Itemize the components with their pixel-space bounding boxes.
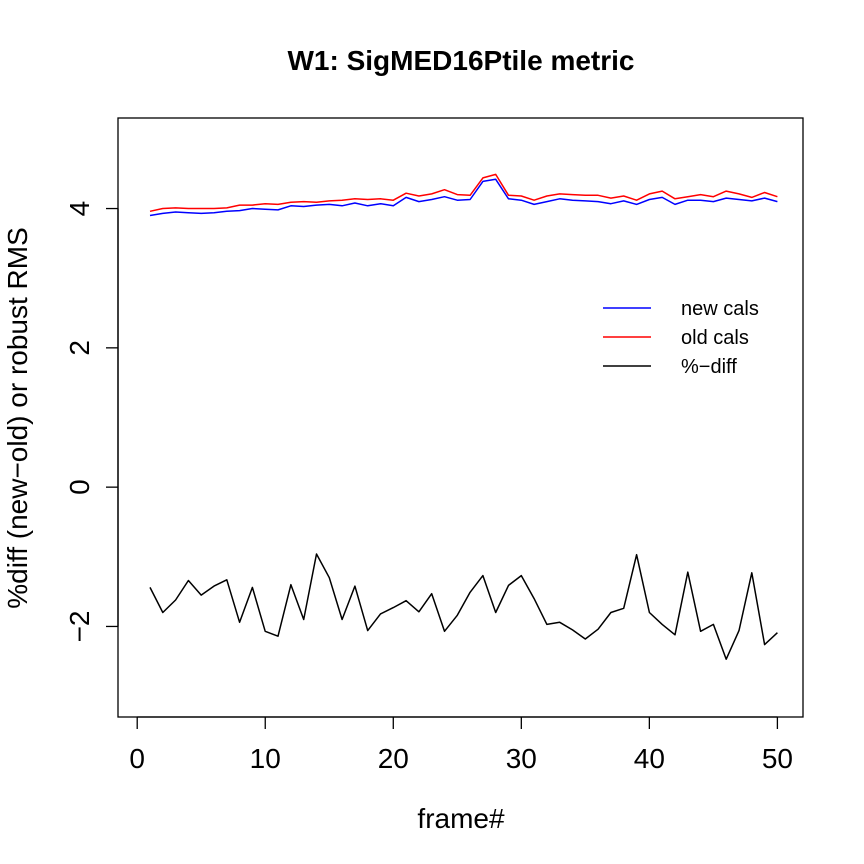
x-tick-label: 0 xyxy=(129,743,145,774)
series-line-0 xyxy=(149,178,778,217)
x-axis: 0 10 20 30 40 50 xyxy=(129,716,793,774)
y-tick-label: 4 xyxy=(64,201,95,217)
x-axis-label: frame# xyxy=(417,803,505,834)
y-axis-label: %diff (new−old) or robust RMS xyxy=(2,227,33,609)
series-line-2 xyxy=(149,553,778,660)
y-tick-label: 0 xyxy=(64,479,95,495)
chart-title: W1: SigMED16Ptile metric xyxy=(288,45,635,76)
legend-label: old cals xyxy=(681,327,749,349)
x-tick-label: 30 xyxy=(506,743,537,774)
x-tick-label: 10 xyxy=(250,743,281,774)
legend-label: %−diff xyxy=(681,356,737,378)
y-tick-label: 2 xyxy=(64,340,95,356)
series-layer xyxy=(149,173,778,660)
x-tick-label: 50 xyxy=(762,743,793,774)
legend: new cals old cals %−diff xyxy=(603,298,759,378)
series-line-1 xyxy=(149,173,778,213)
legend-label: new cals xyxy=(681,298,759,320)
y-axis: −2 0 2 4 xyxy=(64,201,119,642)
x-tick-label: 20 xyxy=(378,743,409,774)
y-tick-label: −2 xyxy=(64,610,95,642)
x-tick-label: 40 xyxy=(634,743,665,774)
